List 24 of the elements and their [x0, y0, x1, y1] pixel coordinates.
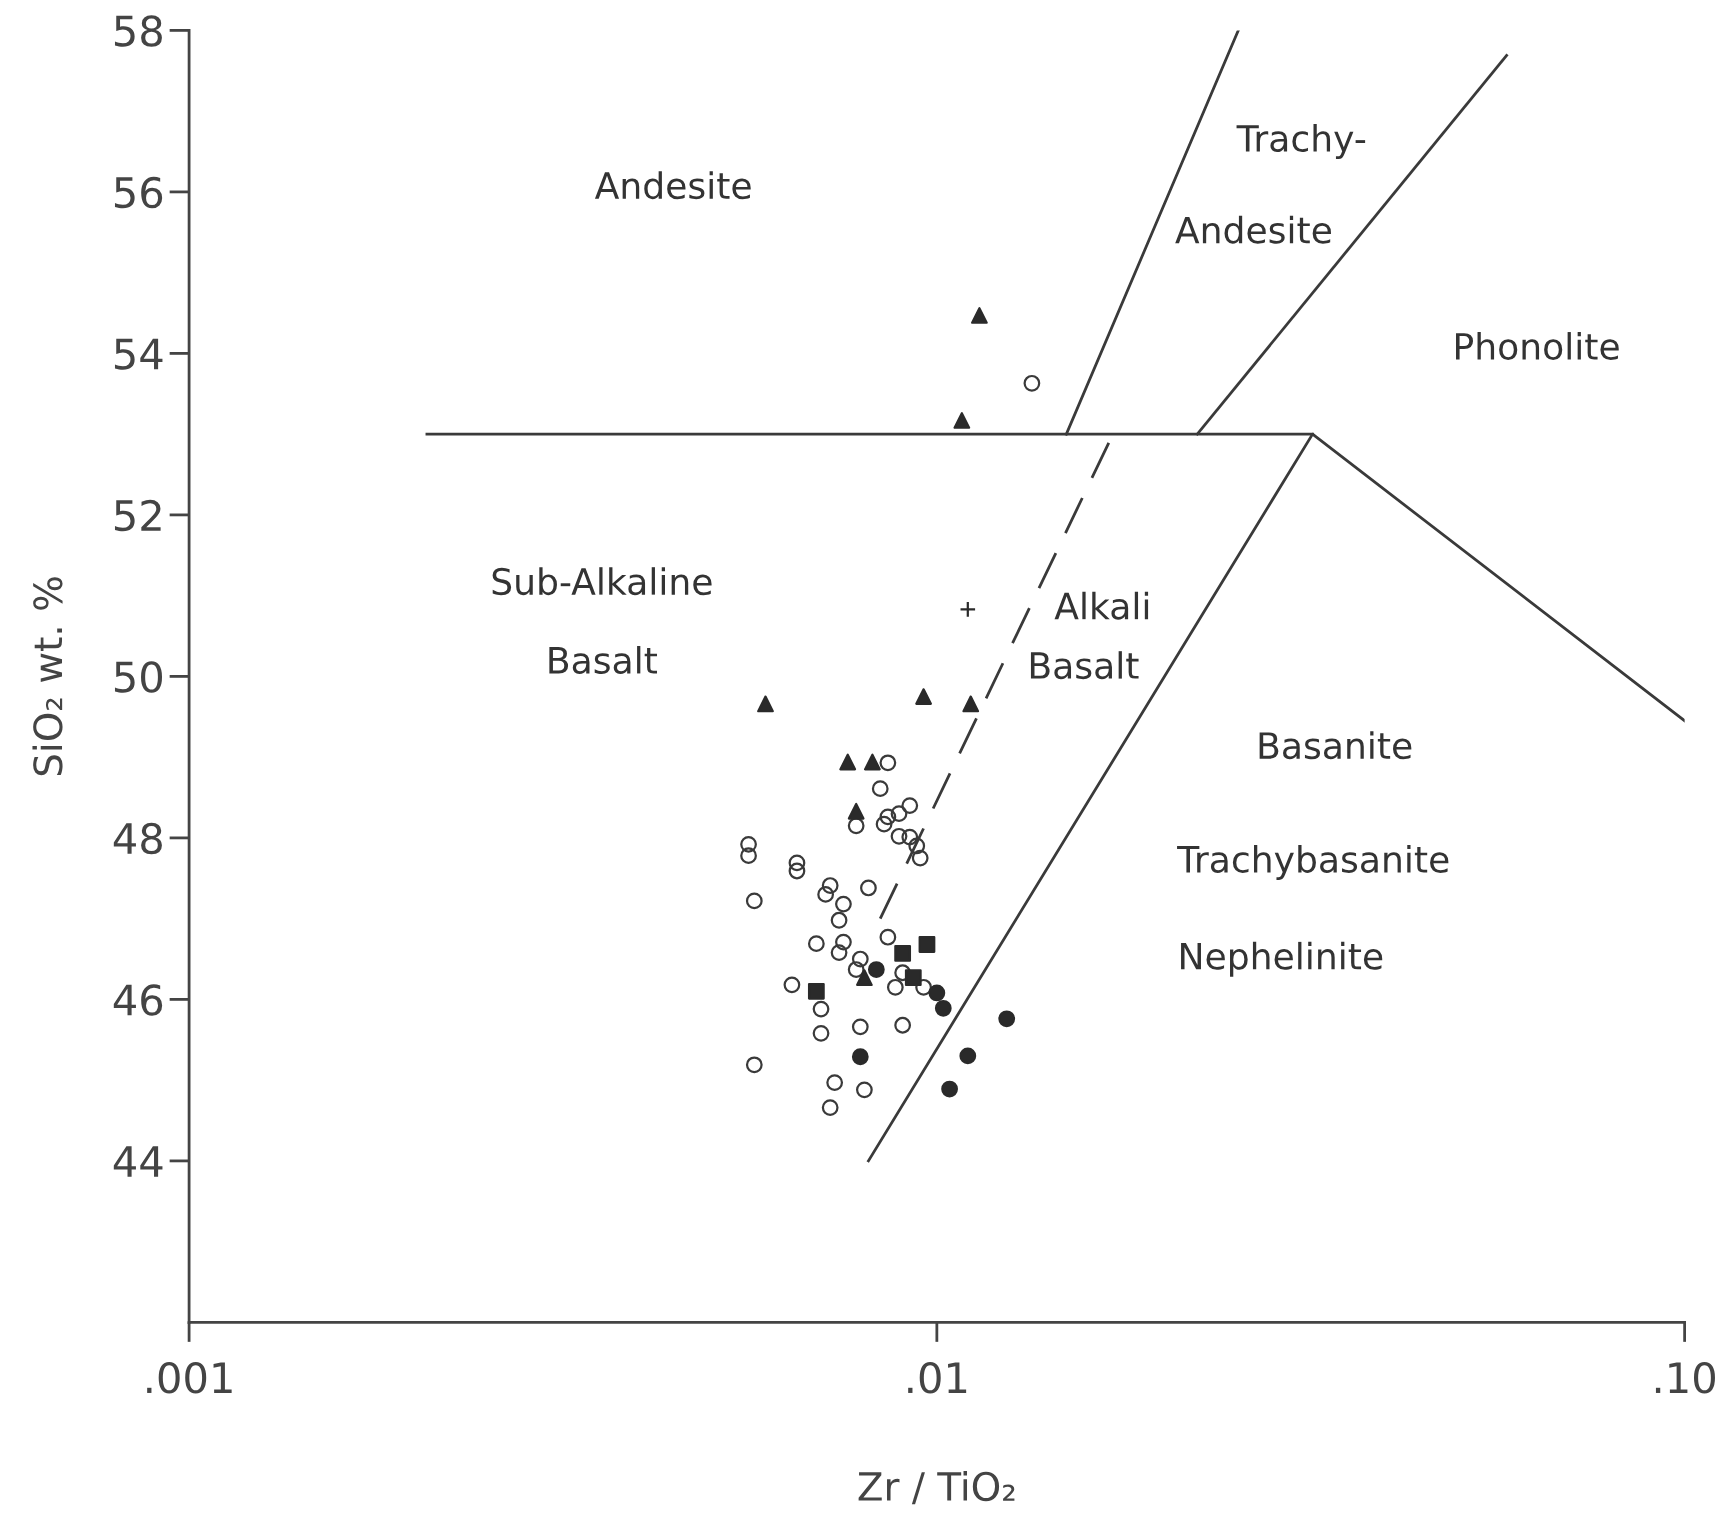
annotation: Alkali [1054, 591, 1149, 620]
annotation: Basalt [549, 646, 658, 674]
y-tick-label: 46 [113, 984, 163, 1016]
y-tick-label: 44 [113, 1146, 163, 1177]
annotation: Nephelinite [1181, 941, 1383, 977]
annotation: Basanite [1259, 731, 1412, 760]
annotation: Andesite [1175, 215, 1331, 244]
y-tick-label: 50 [114, 661, 163, 693]
y-tick-label: 48 [113, 822, 162, 855]
y-axis-title: SiO₂ wt. % [32, 577, 63, 776]
x-tick-label: .10 [1655, 1362, 1715, 1394]
annotation: Phonolite [1456, 332, 1619, 360]
y-tick-label: 54 [114, 338, 163, 370]
x-tick-label: .01 [908, 1362, 967, 1394]
annotation: Trachybasanite [1177, 844, 1449, 880]
y-tick-label: 52 [114, 499, 161, 532]
annotation: Andesite [594, 171, 751, 200]
annotation: Sub-Alkaline [492, 567, 712, 596]
annotation: Trachy- [1236, 124, 1366, 159]
x-axis-title: Zr / TiO₂ [858, 1471, 1015, 1505]
annotation: Basalt [1030, 651, 1139, 680]
y-tick-label: 56 [114, 176, 163, 209]
y-tick-label: 58 [114, 15, 162, 47]
x-tick-label: .001 [147, 1362, 232, 1394]
